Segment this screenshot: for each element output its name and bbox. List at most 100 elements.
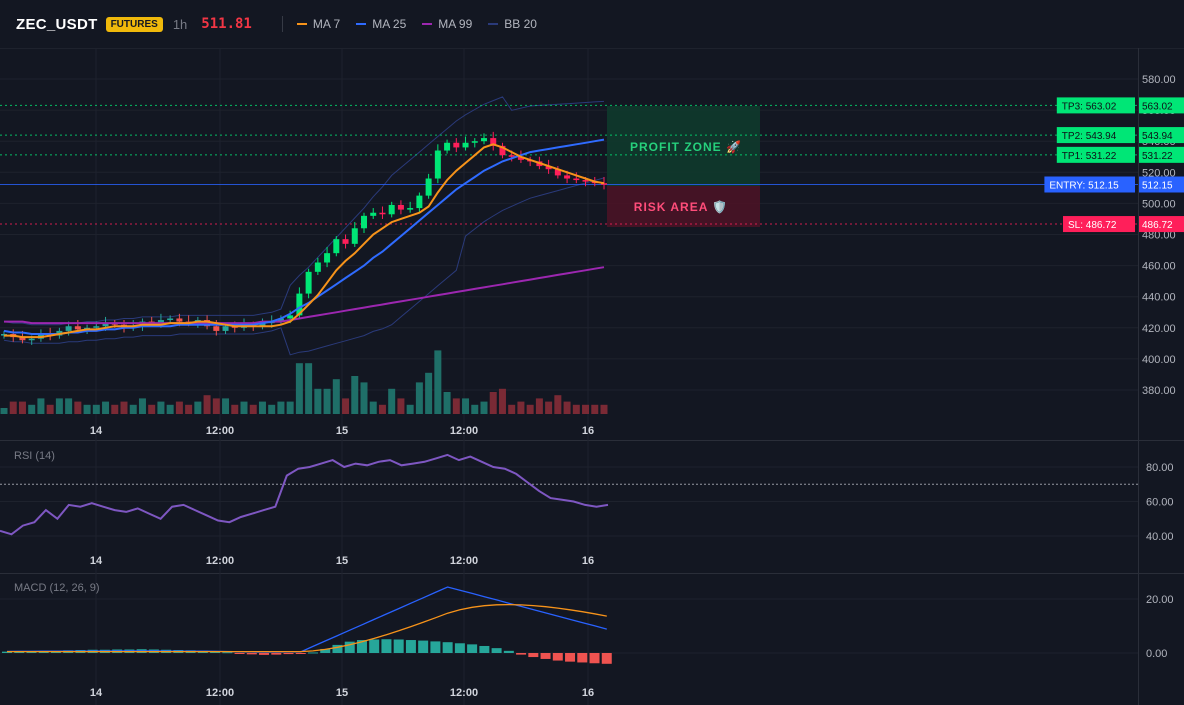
last-price: 511.81 — [201, 16, 252, 32]
volume-bar — [535, 398, 543, 414]
tp3-label-box — [1056, 97, 1135, 114]
candle-body — [287, 315, 294, 319]
indicator-legend: MA 7 MA 25 MA 99 BB 20 — [296, 17, 537, 31]
candle-body — [259, 323, 266, 327]
macd-histogram-bar — [467, 644, 478, 653]
volume-bar — [554, 395, 562, 414]
candle-body — [564, 175, 571, 179]
volume-bar — [102, 401, 110, 414]
tp1-label-box — [1056, 146, 1135, 163]
tp2-label-box — [1056, 127, 1135, 144]
candles — [1, 131, 607, 345]
candle-body — [517, 156, 524, 160]
sl-price-box — [1139, 216, 1184, 233]
candle-body — [102, 323, 109, 327]
volume-bar — [83, 404, 91, 414]
candle-body — [416, 195, 423, 209]
volume-bar — [138, 398, 146, 414]
risk-zone-box[interactable] — [607, 186, 760, 227]
price-tick-label: 500.00 — [1142, 198, 1176, 210]
symbol-title[interactable]: ZEC_USDT — [16, 15, 98, 33]
macd-histogram-bar — [552, 653, 563, 661]
rsi-pane: 80.00 60.00 40.00 — [0, 453, 1174, 543]
candle-body — [554, 169, 561, 176]
macd-histogram-bar — [295, 653, 306, 654]
volume-bar — [222, 398, 230, 414]
macd-histogram-bar — [369, 639, 380, 653]
volume-bar — [9, 401, 17, 414]
bb-lower-line — [3, 177, 605, 356]
macd-line — [6, 586, 607, 653]
candle-body — [296, 293, 303, 316]
sl-label-box — [1063, 216, 1135, 233]
ma25-line — [3, 138, 605, 335]
macd-histogram-bar — [454, 643, 465, 653]
volume-bar — [111, 404, 119, 414]
volume-bar — [397, 398, 405, 414]
volume-bar — [591, 404, 599, 414]
candle-body — [545, 166, 552, 170]
legend-bb20-label: BB 20 — [504, 17, 537, 31]
macd-histogram-bar — [540, 653, 551, 659]
candle-body — [333, 239, 340, 254]
legend-ma99[interactable]: MA 99 — [422, 17, 472, 31]
price-axis[interactable]: 580.00560.00540.00520.00500.00480.00460.… — [1142, 74, 1176, 397]
candle-body — [434, 150, 441, 179]
legend-bb20[interactable]: BB 20 — [488, 17, 537, 31]
candle-body — [314, 262, 321, 272]
volume-bar — [508, 404, 516, 414]
price-tick-label: 400.00 — [1142, 354, 1176, 366]
time-axes[interactable]: 14 12:00 15 12:00 16 14 12:00 15 12:00 16 14 12:00 1… — [90, 425, 594, 699]
volume-bar — [342, 398, 350, 414]
macd-histogram-bar — [577, 653, 588, 663]
volume-bar — [166, 404, 174, 414]
trade-levels — [0, 104, 1138, 225]
volume-bar — [37, 398, 45, 414]
volume-bar — [46, 404, 54, 414]
sl-price-text: 486.72 — [1142, 220, 1173, 231]
candle-body — [490, 138, 497, 146]
candle-body — [361, 215, 367, 229]
volume-bar — [489, 392, 497, 414]
candle-body — [601, 183, 607, 185]
price-tick-label: 380.00 — [1142, 385, 1176, 397]
legend-ma25[interactable]: MA 25 — [356, 17, 406, 31]
legend-ma99-label: MA 99 — [438, 17, 473, 31]
level-labels: TP3: 563.02 563.02 TP2: 543.94 543.94 TP1: 5… — [1044, 97, 1184, 233]
volume-bar — [415, 382, 423, 414]
volume-bar — [18, 401, 26, 414]
timeframe-label[interactable]: 1h — [172, 16, 188, 32]
volume-bar — [129, 404, 137, 414]
candle-body — [167, 318, 174, 321]
time-tick-label: 16 — [582, 555, 594, 567]
candle-body — [65, 326, 72, 331]
volume-bar — [471, 404, 479, 414]
volume-bars — [0, 350, 608, 414]
macd-tick-label: 0.00 — [1146, 648, 1167, 660]
volume-bar — [175, 401, 183, 414]
macd-histogram-bar — [442, 642, 453, 653]
macd-histogram-bar — [381, 639, 392, 653]
profit-zone-box[interactable] — [607, 106, 760, 186]
candle-body — [481, 138, 487, 142]
time-tick-label: 14 — [90, 425, 103, 437]
volume-bar — [277, 401, 285, 414]
volume-bar — [452, 398, 460, 414]
tp3-label-text: TP3: 563.02 — [1062, 101, 1117, 112]
time-tick-label: 12:00 — [206, 555, 234, 567]
trade-zones: PROFIT ZONE 🚀 RISK AREA 🛡️ — [607, 106, 760, 227]
entry-label-text: ENTRY: 512.15 — [1049, 181, 1119, 192]
profit-zone-label: PROFIT ZONE 🚀 — [630, 140, 742, 154]
volume-bar — [572, 404, 580, 414]
legend-ma7[interactable]: MA 7 — [296, 17, 340, 31]
tp3-price-text: 563.02 — [1142, 101, 1173, 112]
time-tick-label: 16 — [582, 687, 594, 699]
macd-histogram-bar — [308, 652, 318, 654]
volume-bar — [65, 398, 73, 414]
volume-bar — [148, 404, 156, 414]
macd-histogram-bar — [528, 653, 539, 658]
volume-bar — [462, 398, 470, 414]
time-tick-label: 12:00 — [450, 687, 478, 699]
rsi-tick-label: 80.00 — [1146, 462, 1174, 474]
